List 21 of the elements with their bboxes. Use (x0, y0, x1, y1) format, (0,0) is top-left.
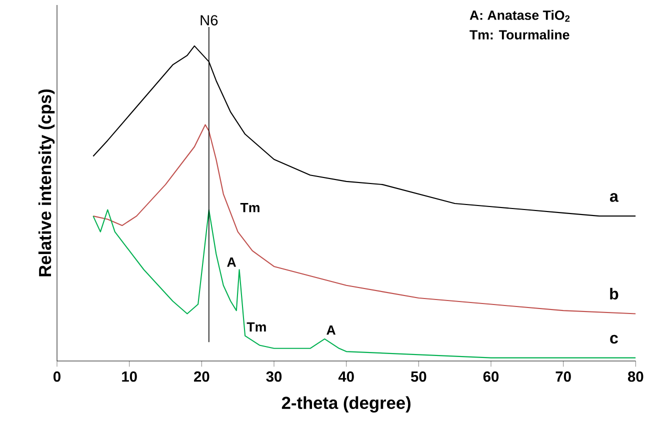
annotation: A (326, 325, 336, 335)
annotation: A (227, 258, 236, 267)
x-tick-label: 80 (628, 371, 644, 382)
x-tick-label: 60 (483, 371, 499, 382)
x-tick-label: 30 (266, 371, 282, 382)
annotation: Tm (240, 202, 260, 212)
text: A: Anatase TiO$_{2}$ (470, 10, 570, 22)
x-tick-label: 40 (338, 371, 354, 382)
y-axis-title: Relative intensity (cps) (38, 89, 55, 276)
x-axis-title: 2-theta (degree) (282, 396, 410, 413)
x-tick-label: 10 (122, 371, 137, 382)
text: Tm: Tourmaline (470, 30, 570, 40)
annotation: Tm (246, 322, 266, 332)
x-tick-label: 50 (410, 371, 426, 382)
series-label: b (610, 288, 618, 300)
series-label: c (610, 334, 618, 344)
x-tick-label: 70 (556, 371, 571, 382)
series-label: a (610, 193, 619, 202)
x-tick-label: 0 (54, 371, 60, 382)
ref-line-label: N6 (200, 15, 218, 26)
x-tick-label: 20 (194, 371, 210, 382)
